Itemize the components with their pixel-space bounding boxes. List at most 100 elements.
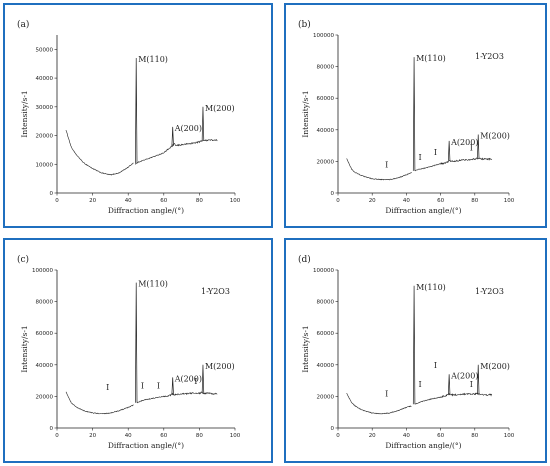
- x-tick-label: 60: [437, 433, 444, 439]
- diffraction-series: [346, 158, 412, 181]
- x-tick-label: 20: [89, 198, 96, 204]
- y-tick-label: 100000: [313, 33, 334, 39]
- peak-label: M(110): [416, 283, 446, 292]
- peak-label: M(200): [480, 132, 510, 141]
- peak-spike: [171, 377, 174, 395]
- y-tick-label: 0: [331, 426, 335, 432]
- x-tick-label: 40: [403, 198, 410, 204]
- y-tick-label: 40000: [317, 128, 335, 134]
- peak-spike: [448, 140, 451, 161]
- sample-label: 1-Y2O3: [201, 287, 230, 296]
- panel-label: (d): [298, 254, 311, 265]
- y-tick-label: 100000: [32, 268, 53, 274]
- x-tick-label: 60: [437, 198, 444, 204]
- x-tick-label: 20: [369, 198, 376, 204]
- y-tick-label: 20000: [36, 134, 54, 140]
- phase-marker: I: [157, 382, 160, 391]
- peak-spike: [477, 364, 480, 395]
- x-tick-label: 0: [336, 198, 340, 204]
- peak-label: M(200): [205, 362, 235, 371]
- y-tick-label: 80000: [317, 300, 335, 306]
- xrd-chart-a: (a) 0 20 40 60 80 100 0 10000 20000 30000 40000 5000…: [17, 19, 241, 215]
- phase-marker: I: [418, 380, 421, 389]
- sample-label: 1-Y2O3: [475, 287, 504, 296]
- diffraction-series: [65, 391, 134, 415]
- peak-label: A(200): [174, 124, 202, 133]
- y-tick-label: 60000: [317, 96, 335, 102]
- diffraction-series: [135, 139, 218, 165]
- panel-label: (c): [17, 254, 29, 265]
- x-tick-label: 20: [89, 433, 96, 439]
- xrd-chart-b: (b) 1-Y2O3 0 20 40 60 80 100 0 20000 40000 60000 800…: [298, 19, 515, 215]
- y-tick-label: 60000: [36, 331, 54, 337]
- x-tick-label: 80: [471, 433, 478, 439]
- phase-marker: I: [141, 382, 144, 391]
- peak-label: M(200): [480, 362, 510, 371]
- x-axis-label: Diffraction angle/(°): [108, 206, 184, 215]
- x-axis-label: Diffraction angle/(°): [385, 441, 461, 450]
- y-tick-label: 100000: [313, 268, 334, 274]
- y-tick-label: 40000: [36, 363, 54, 369]
- y-tick-label: 40000: [317, 363, 335, 369]
- y-tick-label: 80000: [317, 65, 335, 71]
- x-axis-label: Diffraction angle/(°): [108, 441, 184, 450]
- x-tick-label: 40: [125, 433, 132, 439]
- peak-label: A(200): [450, 371, 478, 380]
- peak-spike: [171, 126, 174, 146]
- xrd-chart-c: (c) 1-Y2O3 0 20 40 60 80 100 0 20000 40000 60000 800…: [17, 254, 241, 450]
- phase-marker: I: [385, 389, 388, 398]
- y-tick-label: 20000: [317, 159, 335, 165]
- x-tick-label: 100: [230, 198, 241, 204]
- panel-c: (c) 1-Y2O3 0 20 40 60 80 100 0 20000 40000 60000 800…: [3, 238, 273, 463]
- peak-spike: [477, 134, 480, 159]
- x-tick-label: 40: [403, 433, 410, 439]
- panel-label: (a): [17, 19, 29, 30]
- phase-marker: I: [106, 383, 109, 392]
- x-tick-label: 80: [196, 198, 203, 204]
- peak-label: M(110): [138, 55, 168, 64]
- y-tick-label: 30000: [36, 105, 54, 111]
- x-tick-label: 80: [196, 433, 203, 439]
- diffraction-series: [346, 393, 412, 415]
- y-tick-label: 20000: [36, 394, 54, 400]
- y-axis-label: Intensity/s-1: [20, 90, 29, 137]
- x-tick-label: 0: [55, 198, 59, 204]
- x-tick-label: 20: [369, 433, 376, 439]
- x-axis-label: Diffraction angle/(°): [385, 206, 461, 215]
- panel-b: (b) 1-Y2O3 0 20 40 60 80 100 0 20000 40000 60000 800…: [284, 3, 547, 228]
- y-tick-label: 0: [331, 191, 335, 197]
- peak-spike: [201, 364, 205, 394]
- diffraction-series: [136, 391, 218, 404]
- peak-spike: [448, 374, 451, 395]
- peak-spike: [412, 57, 416, 171]
- peak-spike: [135, 282, 138, 403]
- y-tick-label: 10000: [36, 162, 54, 168]
- x-tick-label: 40: [125, 198, 132, 204]
- phase-marker: I: [470, 380, 473, 389]
- y-tick-label: 50000: [36, 47, 54, 53]
- diffraction-series: [414, 392, 493, 405]
- phase-marker: I: [385, 161, 388, 170]
- x-tick-label: 80: [471, 198, 478, 204]
- y-tick-label: 40000: [36, 76, 54, 82]
- phase-marker: I: [434, 361, 437, 370]
- panel-a: (a) 0 20 40 60 80 100 0 10000 20000 30000 40000 5000…: [3, 3, 273, 228]
- panel-label: (b): [298, 19, 311, 30]
- y-axis-label: Intensity/s-1: [301, 325, 310, 372]
- peak-label: M(110): [138, 280, 168, 289]
- peak-spike: [412, 285, 416, 405]
- y-tick-label: 0: [50, 426, 54, 432]
- x-tick-label: 60: [160, 433, 167, 439]
- y-tick-label: 20000: [317, 394, 335, 400]
- xrd-chart-d: (d) 1-Y2O3 0 20 40 60 80 100 0 20000 40000 60000 800…: [298, 254, 515, 450]
- x-tick-label: 0: [55, 433, 59, 439]
- peak-label: A(200): [174, 374, 202, 383]
- panel-d: (d) 1-Y2O3 0 20 40 60 80 100 0 20000 40000 60000 800…: [284, 238, 547, 463]
- peak-spike: [201, 106, 205, 140]
- y-tick-label: 60000: [317, 331, 335, 337]
- x-tick-label: 0: [336, 433, 340, 439]
- peak-label: M(200): [205, 104, 235, 113]
- phase-marker: I: [470, 143, 473, 152]
- x-tick-label: 100: [504, 433, 515, 439]
- x-tick-label: 100: [504, 198, 515, 204]
